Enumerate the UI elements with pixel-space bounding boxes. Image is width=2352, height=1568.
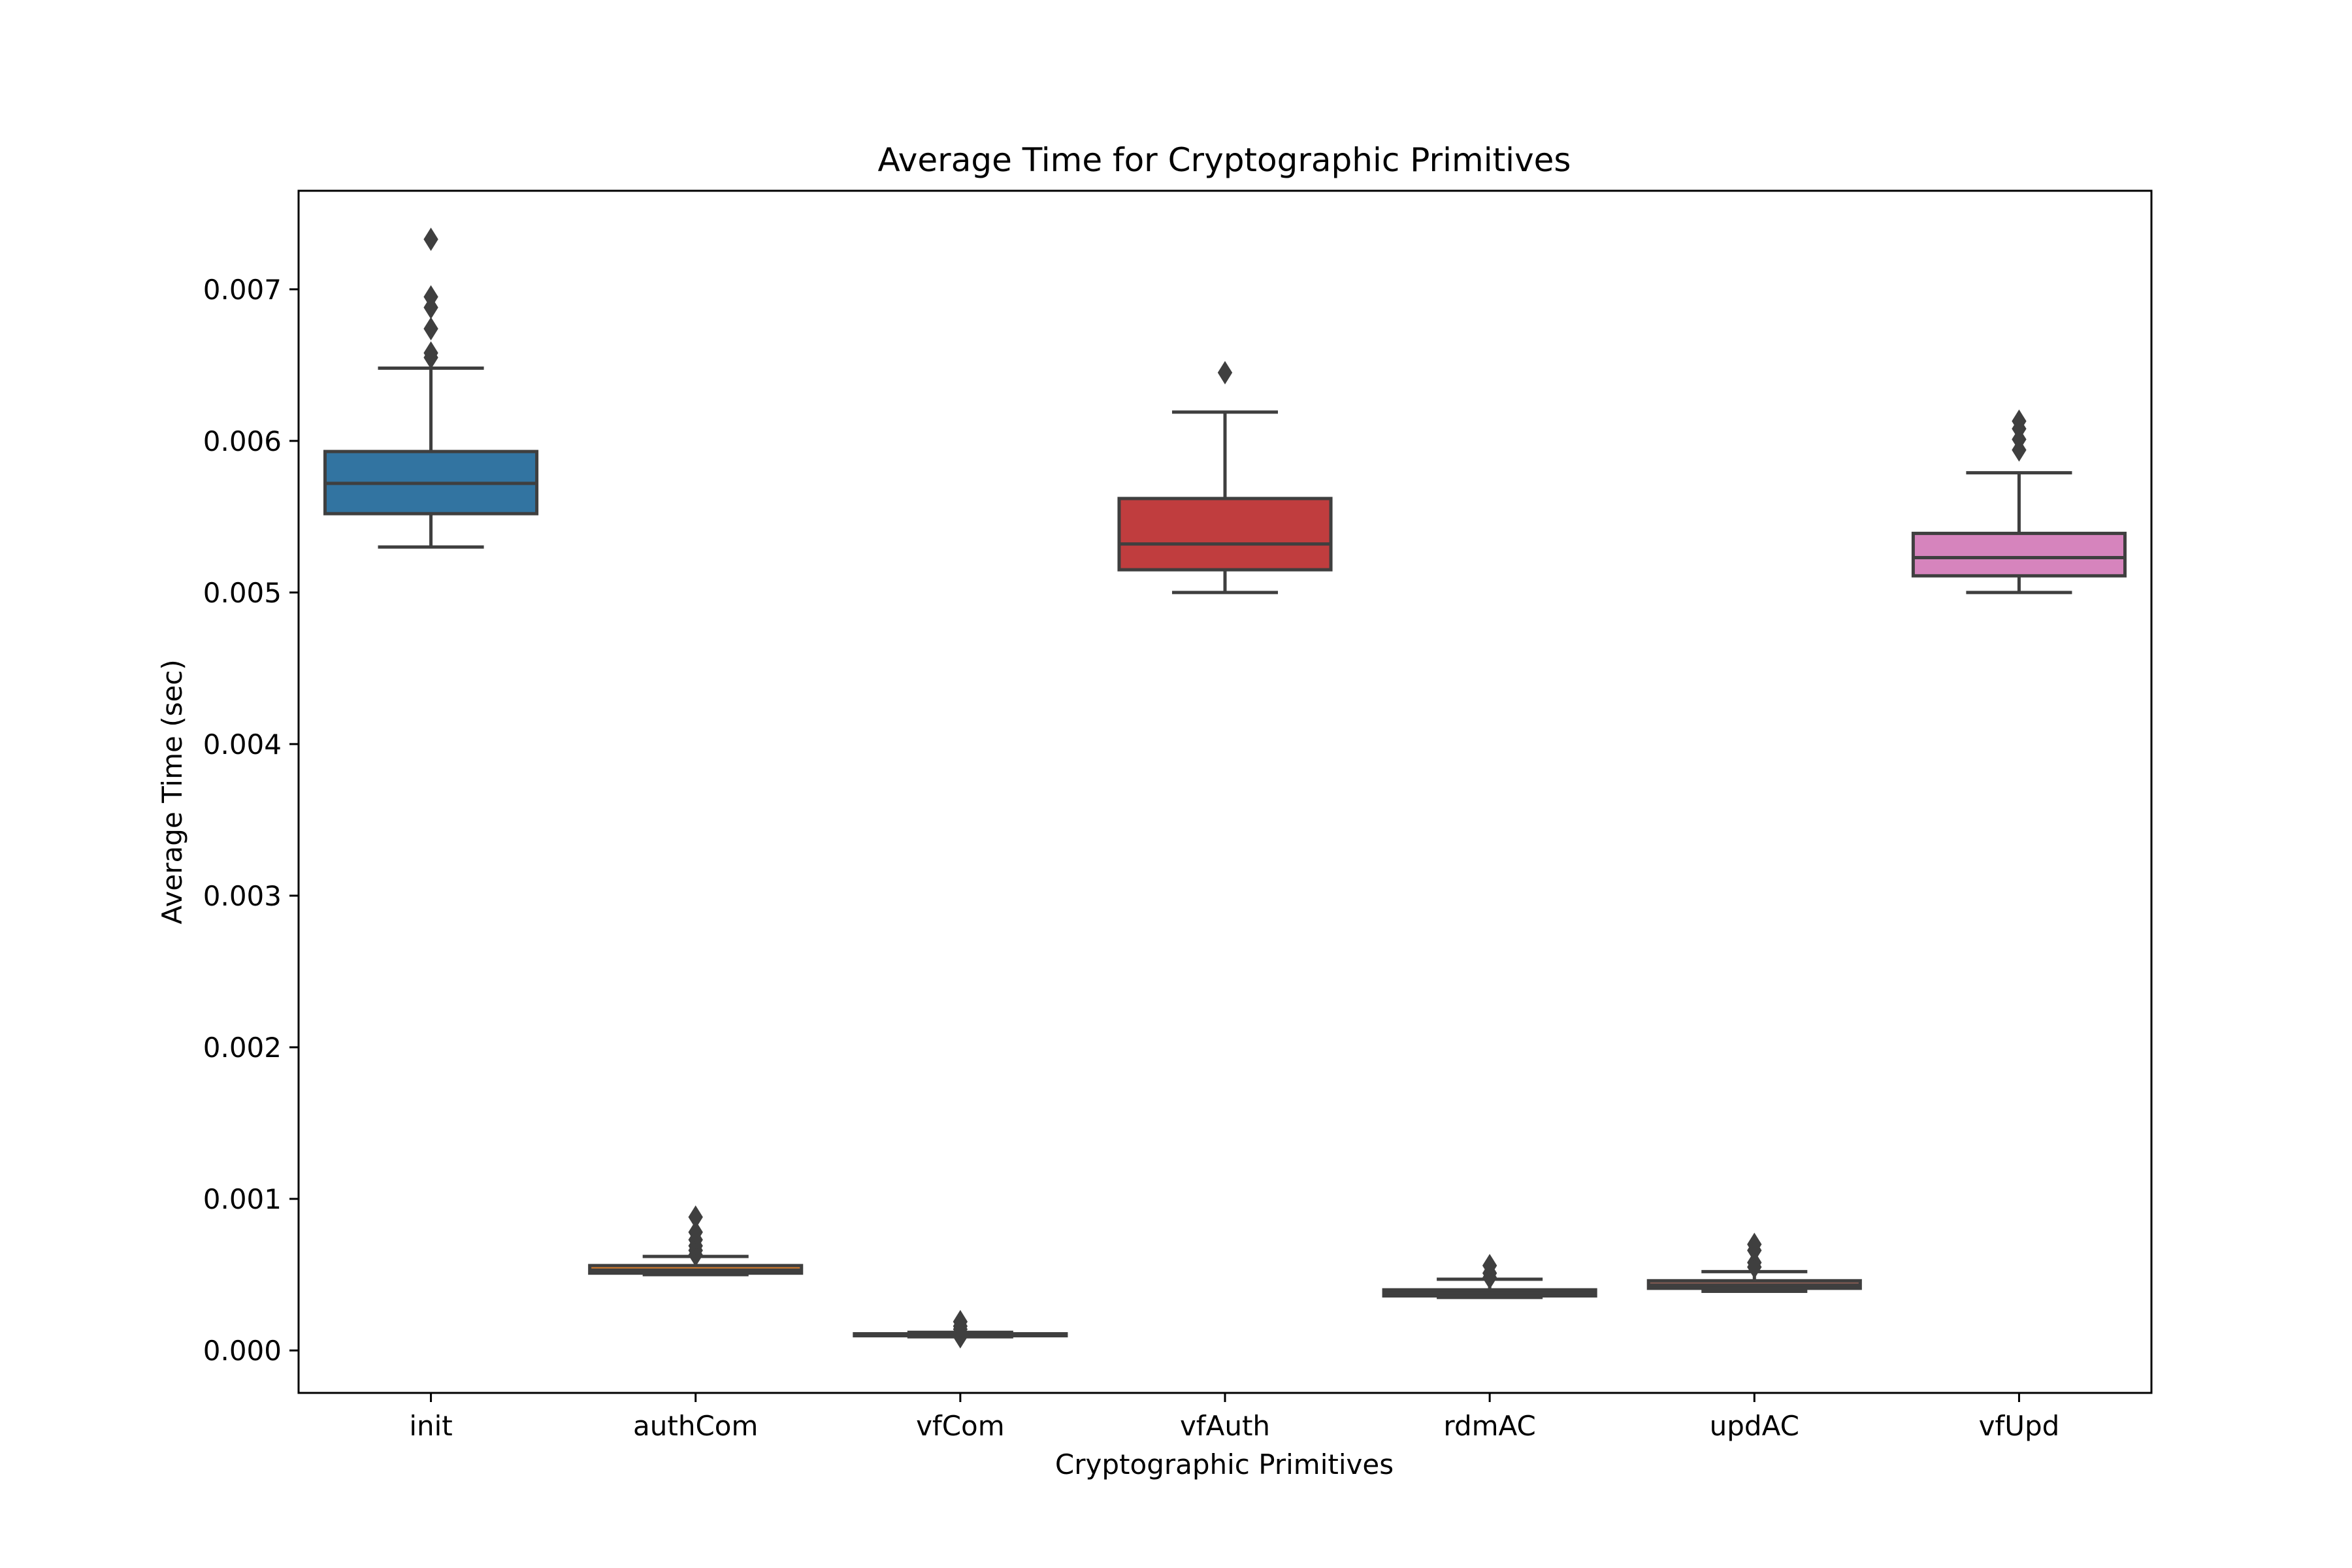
box-group-vfUpd <box>1911 409 2127 595</box>
y-tick-label: 0.007 <box>203 274 282 306</box>
y-axis: 0.000 0.001 0.002 0.003 0.004 0.005 0.006 0.007 <box>203 274 299 1367</box>
box-group-rdmAC <box>1382 1254 1597 1299</box>
x-tick-label: vfAuth <box>1180 1410 1270 1442</box>
outlier-point <box>1217 361 1233 385</box>
y-tick-label: 0.005 <box>203 577 282 609</box>
y-axis-label: Average Time (sec) <box>156 659 188 924</box>
box-group-updAC <box>1646 1232 1862 1294</box>
outlier-point <box>423 285 438 309</box>
box-group-vfCom <box>853 1310 1068 1349</box>
outlier-point <box>1747 1232 1762 1256</box>
y-tick-label: 0.004 <box>203 728 282 760</box>
chart-title: Average Time for Cryptographic Primitive… <box>878 141 1571 179</box>
outlier-point <box>1482 1254 1497 1277</box>
y-tick-label: 0.000 <box>203 1335 282 1367</box>
x-tick-label: vfUpd <box>1979 1410 2060 1442</box>
x-tick-label: authCom <box>633 1410 758 1442</box>
outlier-point <box>953 1310 968 1333</box>
outlier-point <box>423 341 438 365</box>
iqr-box <box>1911 531 2127 578</box>
x-axis-label: Cryptographic Primitives <box>1055 1448 1394 1480</box>
iqr-box <box>1117 497 1333 572</box>
y-tick-label: 0.001 <box>203 1183 282 1215</box>
box-group-authCom <box>588 1205 804 1277</box>
plot-frame <box>297 189 2153 1394</box>
x-axis: init authCom vfCom vfAuth rdmAC updAC vfUpd <box>409 1393 2059 1442</box>
outlier-point <box>2012 409 2027 433</box>
boxes-layer <box>323 227 2127 1349</box>
box-group-init <box>323 227 539 549</box>
y-tick-label: 0.006 <box>203 425 282 457</box>
outlier-point <box>688 1220 703 1244</box>
outlier-point <box>1747 1250 1762 1275</box>
y-tick-label: 0.003 <box>203 880 282 912</box>
box-group-vfAuth <box>1117 361 1333 595</box>
x-tick-label: updAC <box>1710 1410 1799 1442</box>
x-tick-label: init <box>409 1410 452 1442</box>
x-tick-label: vfCom <box>916 1410 1005 1442</box>
x-tick-label: rdmAC <box>1443 1410 1535 1442</box>
outlier-point <box>688 1205 703 1229</box>
y-tick-label: 0.002 <box>203 1032 282 1064</box>
outlier-point <box>423 317 438 341</box>
outlier-point <box>423 227 438 252</box>
